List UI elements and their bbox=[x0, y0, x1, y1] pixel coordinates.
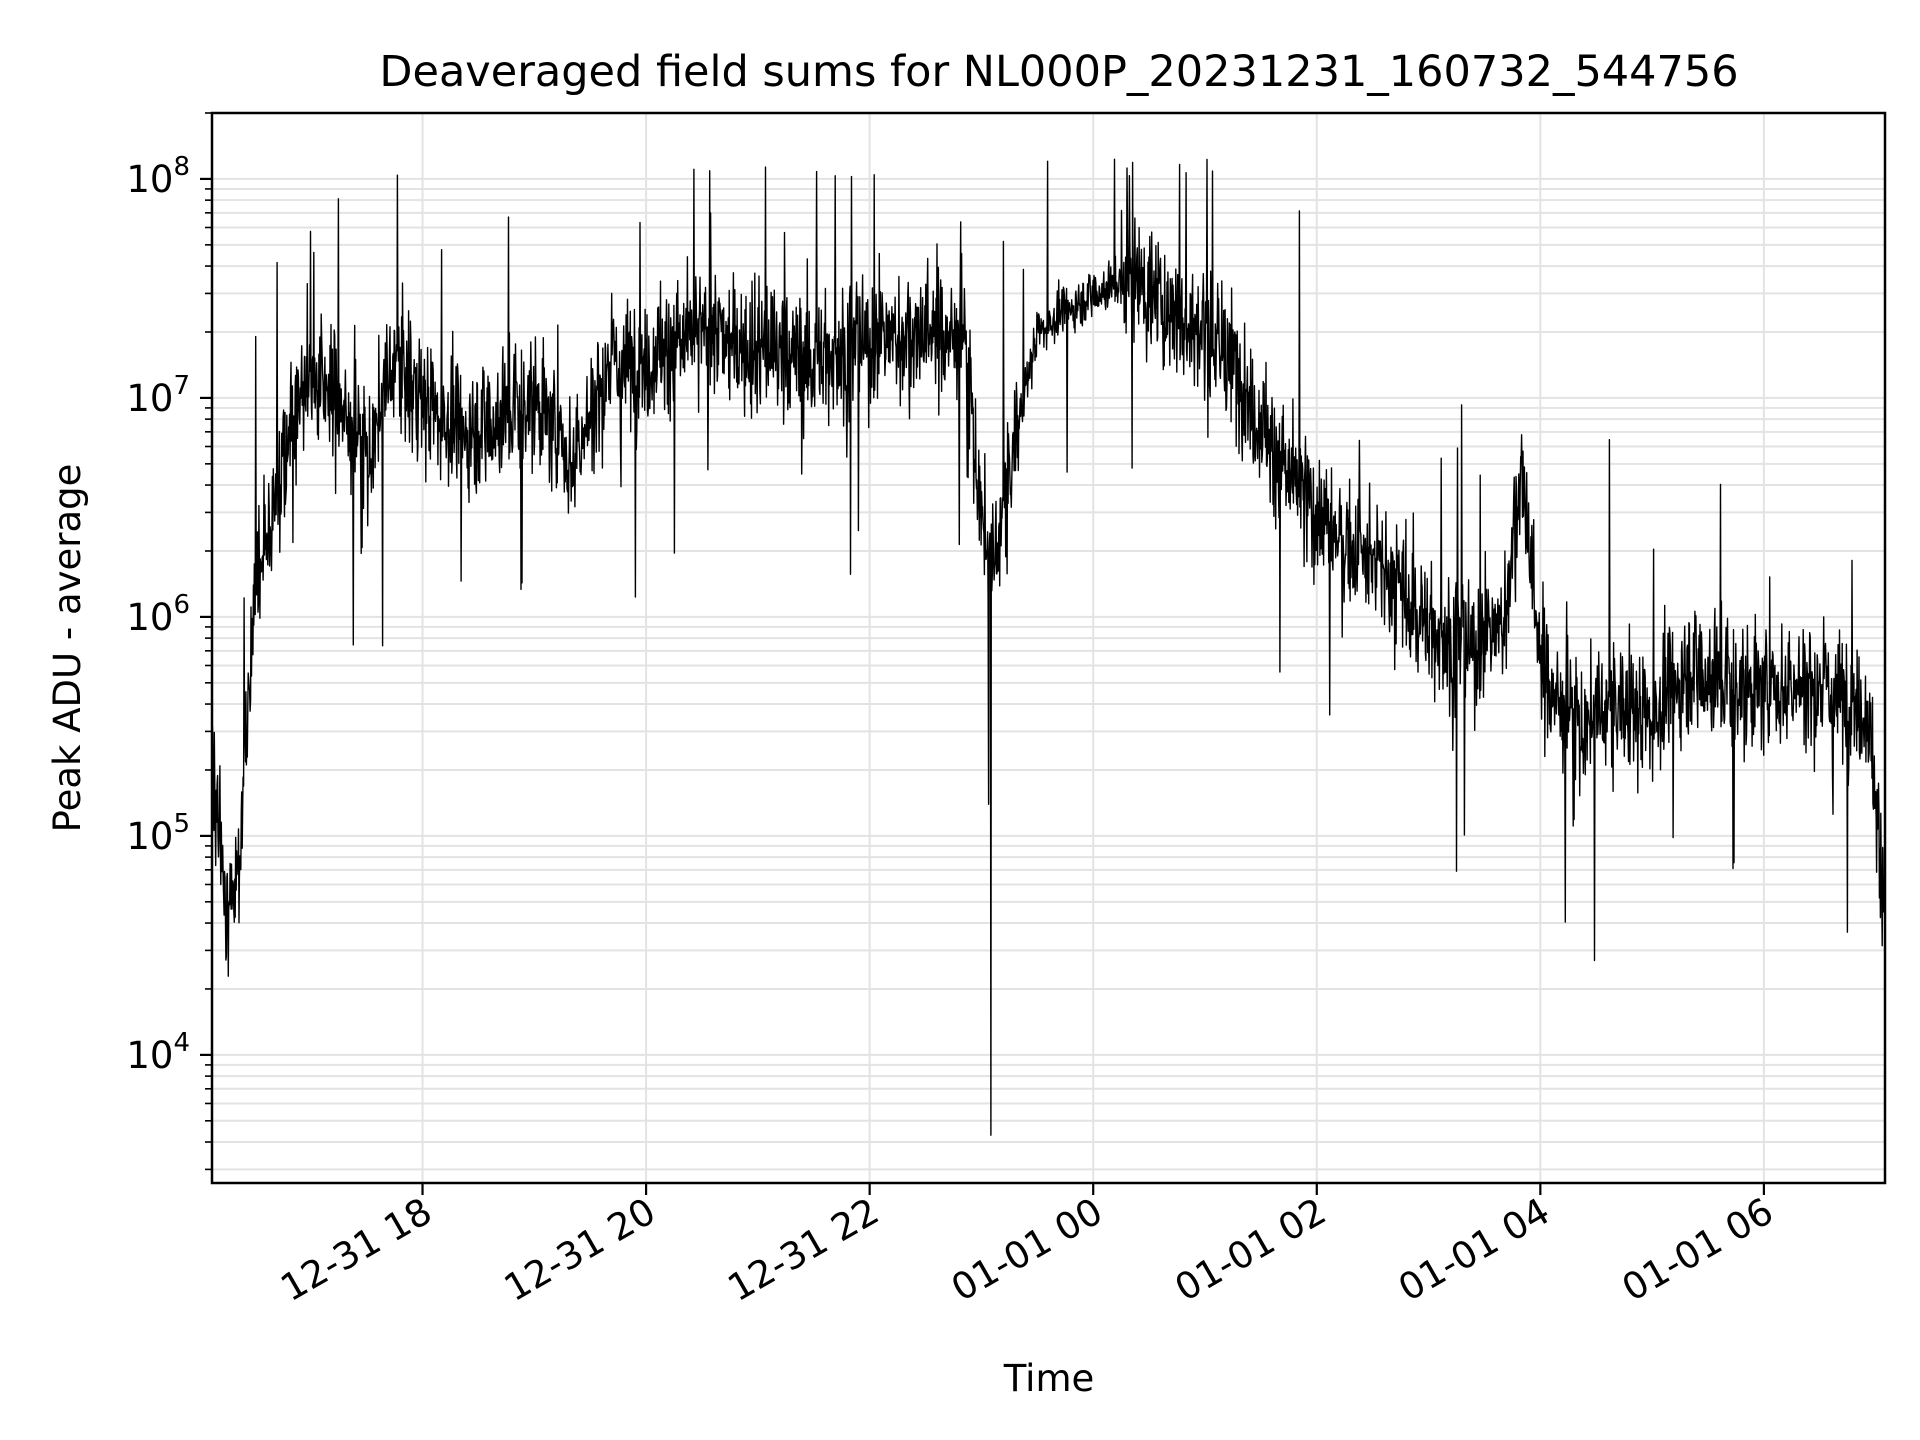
y-axis: 104 105 106 107 108 bbox=[126, 112, 212, 1171]
series-line-0 bbox=[211, 158, 1886, 1136]
y-tick-label: 108 bbox=[126, 152, 190, 201]
y-tick-label: 107 bbox=[126, 371, 190, 420]
y-tick-label: 106 bbox=[126, 590, 190, 639]
y-tick-label: 105 bbox=[126, 809, 190, 858]
y-axis-label: Peak ADU - average bbox=[46, 464, 89, 833]
chart-title: Deaveraged field sums for NL000P_2023123… bbox=[379, 47, 1738, 97]
grid-layer bbox=[212, 112, 1885, 1183]
plot-frame bbox=[210, 111, 1887, 1185]
y-tick-label: 104 bbox=[126, 1028, 190, 1077]
series-layer bbox=[211, 158, 1886, 1136]
x-axis-label: Time bbox=[1003, 1357, 1095, 1400]
